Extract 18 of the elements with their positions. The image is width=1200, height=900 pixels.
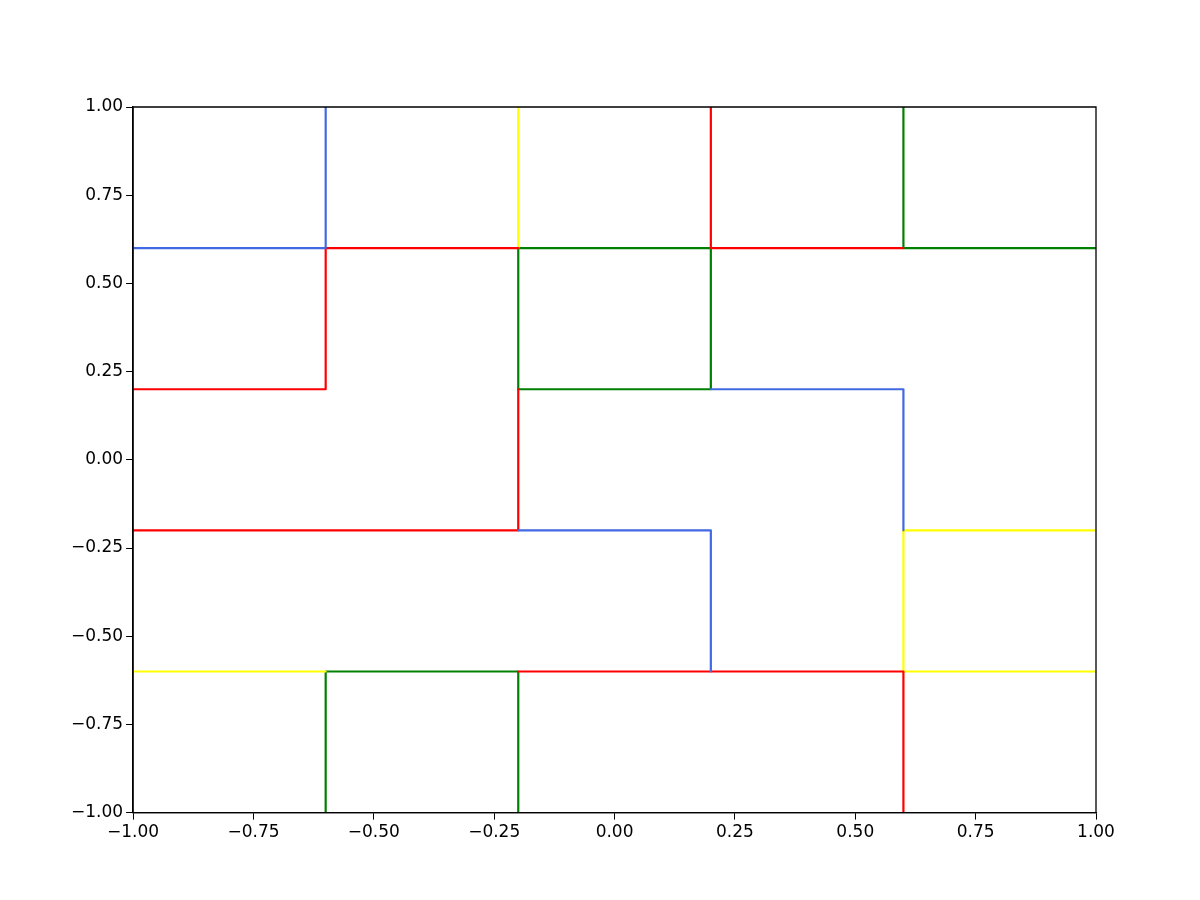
x-tick-label: 1.00 (1077, 821, 1115, 842)
x-tick-label: −1.00 (107, 821, 160, 842)
x-tick-label: 0.25 (715, 821, 754, 842)
x-tick-label: 0.75 (956, 821, 995, 842)
y-tick-label: −0.25 (70, 536, 124, 557)
y-tick-label: 0.75 (85, 183, 124, 204)
y-tick-label: −0.50 (70, 624, 124, 645)
x-tick-label: 0.00 (595, 821, 634, 842)
y-tick-label: 1.00 (85, 95, 124, 116)
x-tick-label: 0.50 (836, 821, 875, 842)
y-tick-label: 0.00 (85, 448, 124, 469)
y-tick-label: 0.25 (85, 360, 124, 381)
y-tick-label: −0.75 (70, 712, 124, 733)
y-tick-label: 0.50 (85, 271, 124, 292)
x-tick-label: −0.50 (347, 821, 400, 842)
x-tick-label: −0.25 (468, 821, 521, 842)
y-tick-label: −1.00 (70, 801, 124, 822)
x-tick-label: −0.75 (227, 821, 280, 842)
